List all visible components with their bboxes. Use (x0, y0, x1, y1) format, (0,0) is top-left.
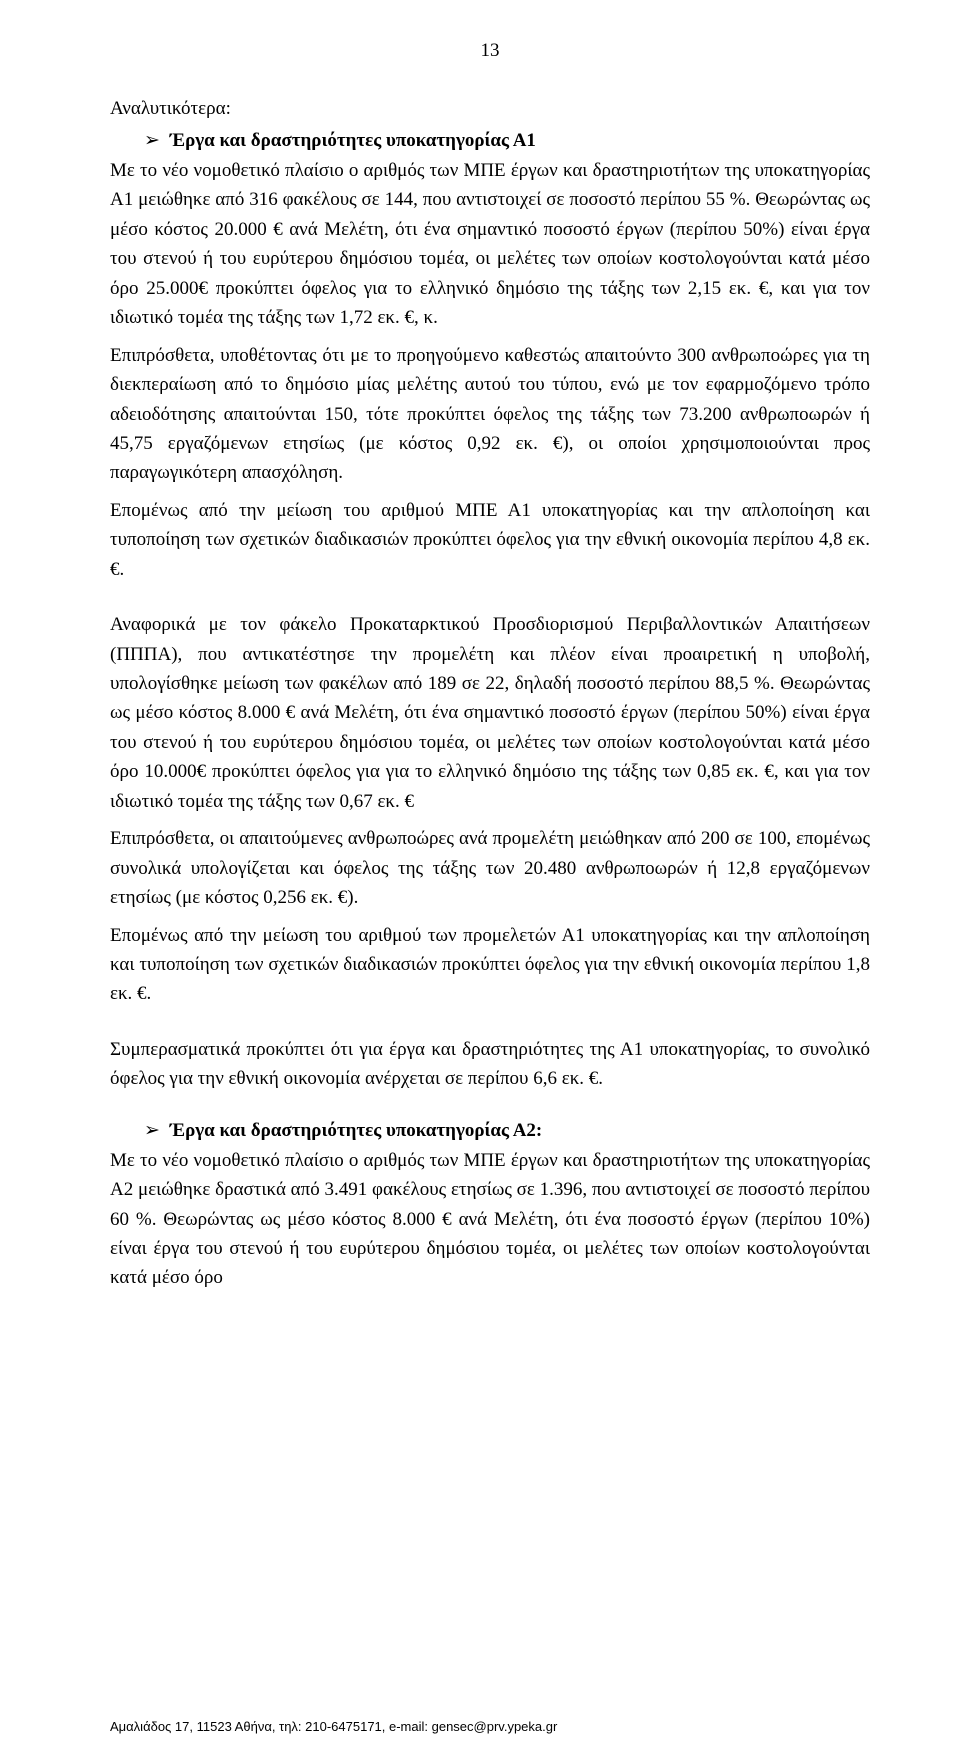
bullet-a2-label: Έργα και δραστηριότητες υποκατηγορίας Α2… (170, 1120, 542, 1142)
paragraph: Συμπερασματικά προκύπτει ότι για έργα κα… (110, 1035, 870, 1094)
paragraph: Επομένως από την μείωση του αριθμού των … (110, 921, 870, 1009)
section-heading: Αναλυτικότερα: (110, 98, 870, 120)
bullet-item-a1: ➢ Έργα και δραστηριότητες υποκατηγορίας … (110, 130, 870, 152)
arrow-icon: ➢ (144, 1121, 160, 1140)
paragraph: Αναφορικά με τον φάκελο Προκαταρκτικού Π… (110, 610, 870, 816)
page-number: 13 (110, 40, 870, 62)
paragraph: Επομένως από την μείωση του αριθμού ΜΠΕ … (110, 496, 870, 584)
paragraph: Με το νέο νομοθετικό πλαίσιο ο αριθμός τ… (110, 1146, 870, 1293)
bullet-item-a2: ➢ Έργα και δραστηριότητες υποκατηγορίας … (110, 1120, 870, 1142)
document-page: 13 Αναλυτικότερα: ➢ Έργα και δραστηριότη… (0, 0, 960, 1764)
paragraph: Επιπρόσθετα, οι απαιτούμενες ανθρωποώρες… (110, 824, 870, 912)
arrow-icon: ➢ (144, 131, 160, 150)
paragraph: Με το νέο νομοθετικό πλαίσιο ο αριθμός τ… (110, 156, 870, 333)
page-footer: Αμαλιάδος 17, 11523 Αθήνα, τηλ: 210-6475… (110, 1719, 557, 1734)
bullet-a1-label: Έργα και δραστηριότητες υποκατηγορίας Α1 (170, 130, 536, 152)
paragraph: Επιπρόσθετα, υποθέτοντας ότι με το προηγ… (110, 341, 870, 488)
